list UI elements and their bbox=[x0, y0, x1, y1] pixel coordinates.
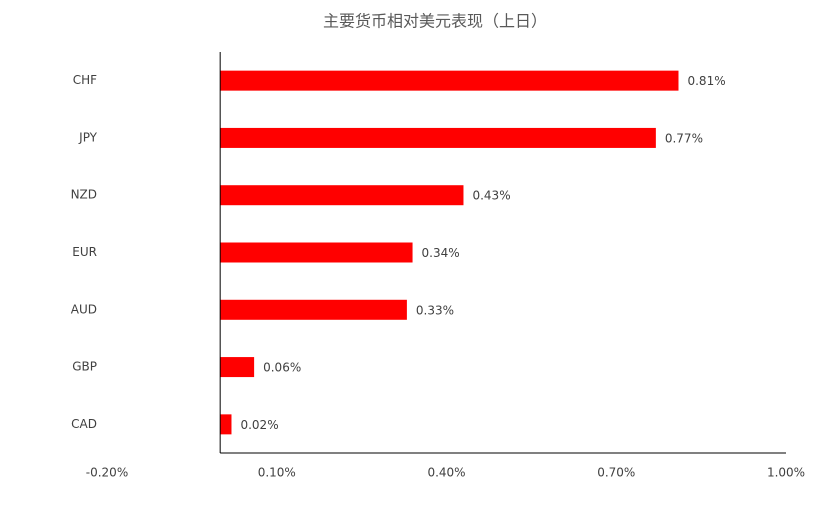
y-tick-label: AUD bbox=[71, 302, 97, 316]
value-label: 0.06% bbox=[263, 361, 301, 375]
x-tick-label: 0.40% bbox=[427, 466, 465, 480]
value-label: 0.43% bbox=[472, 189, 510, 203]
bar bbox=[220, 357, 255, 378]
value-label: 0.02% bbox=[240, 418, 278, 432]
y-tick-label: EUR bbox=[72, 245, 97, 259]
x-tick-label: 1.00% bbox=[767, 466, 805, 480]
y-tick-label: CAD bbox=[71, 417, 97, 431]
y-tick-label: NZD bbox=[71, 188, 97, 202]
bar bbox=[220, 185, 464, 206]
value-label: 0.33% bbox=[416, 303, 454, 317]
y-tick-label: JPY bbox=[78, 130, 98, 144]
x-tick-label: 0.10% bbox=[258, 466, 296, 480]
x-tick-label: -0.20% bbox=[86, 466, 128, 480]
y-tick-label: GBP bbox=[72, 360, 97, 374]
value-label: 0.77% bbox=[665, 131, 703, 145]
chart-title: 主要货币相对美元表现（上日） bbox=[323, 12, 547, 31]
value-label: 0.34% bbox=[422, 246, 460, 260]
bar bbox=[220, 242, 413, 263]
bar bbox=[220, 299, 407, 320]
x-tick-label: 0.70% bbox=[597, 466, 635, 480]
value-label: 0.81% bbox=[687, 74, 725, 88]
bar bbox=[220, 70, 679, 91]
y-tick-label: CHF bbox=[73, 73, 97, 87]
bar bbox=[220, 414, 232, 435]
bar bbox=[220, 127, 656, 148]
